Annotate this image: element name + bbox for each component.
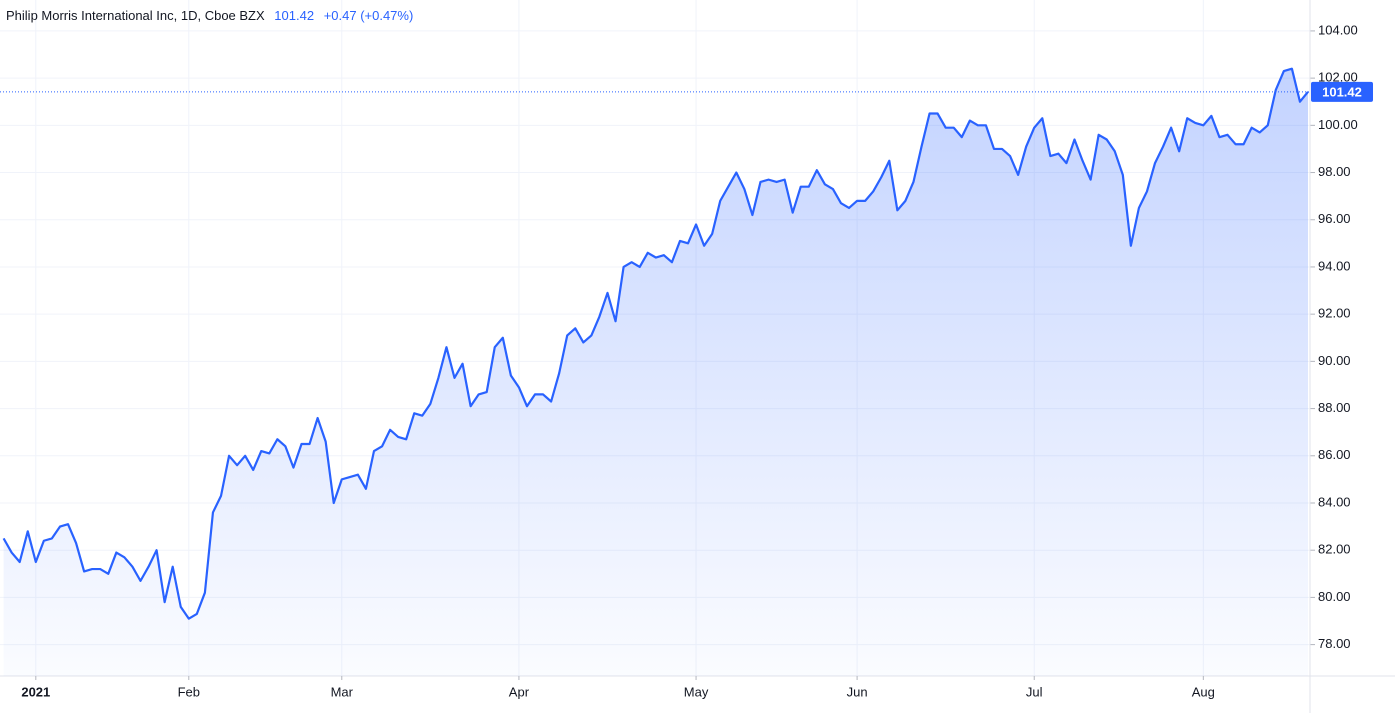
y-tick-label: 82.00	[1318, 542, 1351, 557]
symbol-title: Philip Morris International Inc, 1D, Cbo…	[6, 8, 265, 23]
x-tick-label: 2021	[21, 684, 50, 699]
y-tick-label: 96.00	[1318, 211, 1351, 226]
y-tick-label: 98.00	[1318, 164, 1351, 179]
y-tick-label: 88.00	[1318, 400, 1351, 415]
x-tick-label: May	[684, 684, 709, 699]
y-tick-label: 102.00	[1318, 70, 1358, 85]
y-tick-label: 100.00	[1318, 117, 1358, 132]
y-tick-label: 84.00	[1318, 494, 1351, 509]
legend: Philip Morris International Inc, 1D, Cbo…	[6, 8, 419, 23]
y-tick-label: 86.00	[1318, 447, 1351, 462]
x-tick-label: Mar	[331, 684, 354, 699]
last-price: 101.42	[274, 8, 315, 23]
last-price-badge	[1311, 81, 1373, 102]
price-change: +0.47 (+0.47%)	[323, 8, 414, 23]
y-tick-label: 92.00	[1318, 306, 1351, 321]
area-fill	[3, 68, 1309, 676]
y-tick-label: 78.00	[1318, 636, 1351, 651]
x-tick-label: Apr	[509, 684, 530, 699]
y-tick-label: 94.00	[1318, 258, 1351, 273]
x-tick-label: Jun	[847, 684, 868, 699]
y-tick-label: 80.00	[1318, 589, 1351, 604]
x-tick-label: Feb	[178, 684, 200, 699]
y-tick-label: 104.00	[1318, 22, 1358, 37]
last-price-label: 101.42	[1322, 84, 1362, 99]
x-tick-label: Aug	[1192, 684, 1215, 699]
x-tick-label: Jul	[1026, 684, 1043, 699]
y-tick-label: 90.00	[1318, 353, 1351, 368]
price-line	[2, 67, 1309, 620]
